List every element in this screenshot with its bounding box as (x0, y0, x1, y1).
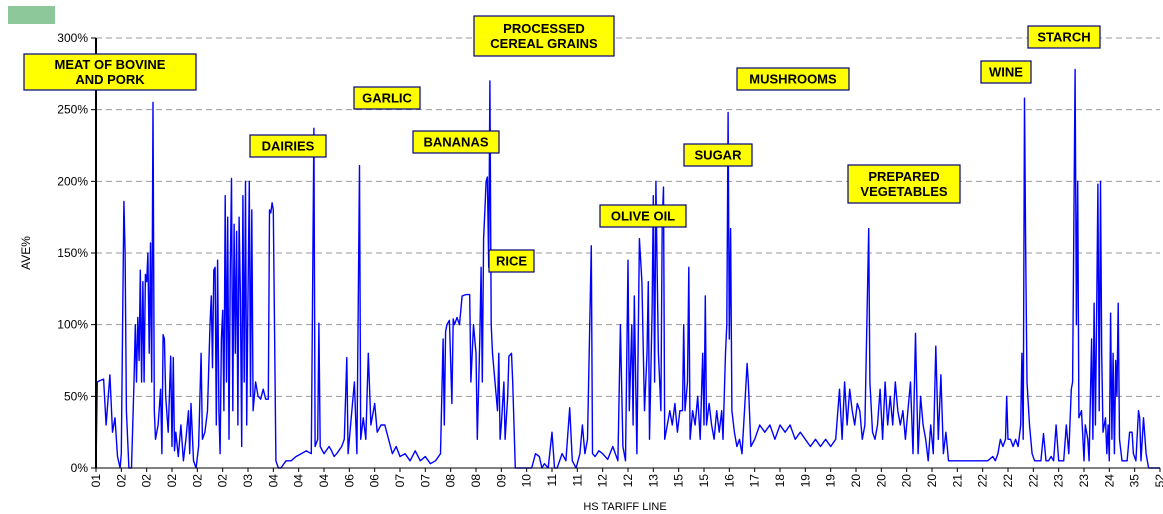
annotation-label: PROCESSED (503, 21, 585, 36)
annotation-label: STARCH (1037, 30, 1090, 45)
x-tick-label: 08 (469, 474, 483, 488)
ave-series-line (95, 68, 1160, 469)
annotation-box: SUGAR (683, 143, 753, 167)
x-tick-label: 11 (570, 474, 584, 487)
x-tick-label: 08 (444, 474, 458, 488)
y-tick-label: 250% (57, 103, 88, 117)
annotation-label: MEAT OF BOVINE (55, 57, 166, 72)
x-tick-label: 02 (216, 474, 230, 488)
annotation-bg (488, 249, 535, 273)
x-tick-label: 04 (317, 474, 331, 488)
annotation-bg (353, 86, 421, 110)
x-tick-label: 15 (672, 474, 686, 488)
x-tick-label: 07 (418, 474, 432, 488)
annotation-bg (599, 204, 687, 228)
x-axis-ticks: 01 02 02 02 02 02 03 04 04 04 06 06 07 07 08 08 09 10 11 11… (89, 468, 1163, 487)
x-tick-label: 22 (1026, 474, 1040, 488)
x-tick-label: 02 (190, 474, 204, 488)
x-tick-label: 02 (165, 474, 179, 488)
annotation-label: RICE (496, 254, 527, 269)
annotation-box: BANANAS (412, 130, 500, 154)
annotation-label: PREPARED (868, 169, 939, 184)
x-tick-label: 16 (722, 474, 736, 488)
x-tick-label: 22 (976, 474, 990, 488)
annotation-label: OLIVE OIL (611, 209, 675, 224)
annotation-bg (473, 15, 615, 57)
y-tick-label: 100% (57, 318, 88, 332)
y-tick-label: 300% (57, 31, 88, 45)
x-tick-label: 09 (494, 474, 508, 488)
y-tick-label: 50% (64, 389, 88, 403)
x-tick-label: 01 (89, 474, 103, 488)
x-tick-label: 12 (621, 474, 635, 488)
annotation-bg (249, 134, 327, 158)
x-tick-label: 21 (950, 474, 964, 488)
annotation-label: MUSHROOMS (749, 72, 837, 87)
x-tick-label: 23 (1077, 474, 1091, 488)
annotation-box: OLIVE OIL (599, 204, 687, 228)
x-tick-label: 20 (849, 474, 863, 488)
annotation-box: STARCH (1027, 25, 1101, 49)
annotation-bg (736, 67, 850, 91)
x-tick-label: 17 (748, 474, 762, 488)
annotation-label: AND PORK (75, 72, 145, 87)
x-tick-label: 35 (1128, 474, 1142, 488)
x-tick-label: 04 (266, 474, 280, 488)
x-tick-label: 20 (900, 474, 914, 488)
annotation-bg (847, 164, 961, 204)
x-tick-label: 20 (925, 474, 939, 488)
annotation-label: GARLIC (362, 91, 412, 106)
annotation-bg (412, 130, 500, 154)
annotation-label: VEGETABLES (860, 184, 947, 199)
annotation-label: CEREAL GRAINS (490, 36, 598, 51)
x-tick-label: 18 (773, 474, 787, 488)
x-tick-label: 03 (241, 474, 255, 488)
annotation-label: DAIRIES (262, 139, 315, 154)
x-tick-label: 22 (1001, 474, 1015, 488)
x-tick-label: 11 (545, 474, 559, 487)
x-tick-label: 20 (874, 474, 888, 488)
x-tick-label: 52 (1153, 474, 1163, 488)
corner-tab-decoration (8, 6, 55, 24)
x-axis-label: HS TARIFF LINE (583, 501, 666, 513)
annotation-bg (980, 60, 1032, 84)
x-tick-label: 13 (646, 474, 660, 488)
annotation-box: DAIRIES (249, 134, 327, 158)
annotation-label: BANANAS (424, 135, 489, 150)
x-tick-label: 02 (140, 474, 154, 488)
x-tick-label: 19 (798, 474, 812, 488)
y-tick-label: 0% (71, 461, 89, 475)
x-tick-label: 10 (520, 474, 534, 488)
y-axis-label: AVE% (19, 236, 33, 270)
annotation-label: SUGAR (695, 148, 743, 163)
annotation-bg (23, 53, 197, 91)
x-tick-label: 06 (368, 474, 382, 488)
x-tick-label: 24 (1102, 474, 1116, 488)
x-tick-label: 04 (292, 474, 306, 488)
x-tick-label: 12 (596, 474, 610, 488)
annotation-box: MUSHROOMS (736, 67, 850, 91)
x-tick-label: 07 (393, 474, 407, 488)
y-tick-label: 200% (57, 174, 88, 188)
x-tick-label: 23 (1052, 474, 1066, 488)
x-tick-label: 19 (824, 474, 838, 488)
annotation-label: WINE (989, 65, 1023, 80)
annotation-bg (683, 143, 753, 167)
annotation-box: RICE (488, 249, 535, 273)
annotation-bg (1027, 25, 1101, 49)
annotation-box: GARLIC (353, 86, 421, 110)
x-tick-label: 15 (697, 474, 711, 488)
y-axis-ticks: 0% 50% 100% 150% 200% 250% 300% (57, 31, 96, 475)
x-tick-label: 02 (114, 474, 128, 488)
x-tick-label: 06 (342, 474, 356, 488)
y-tick-label: 150% (57, 246, 88, 260)
annotation-box: WINE (980, 60, 1032, 84)
